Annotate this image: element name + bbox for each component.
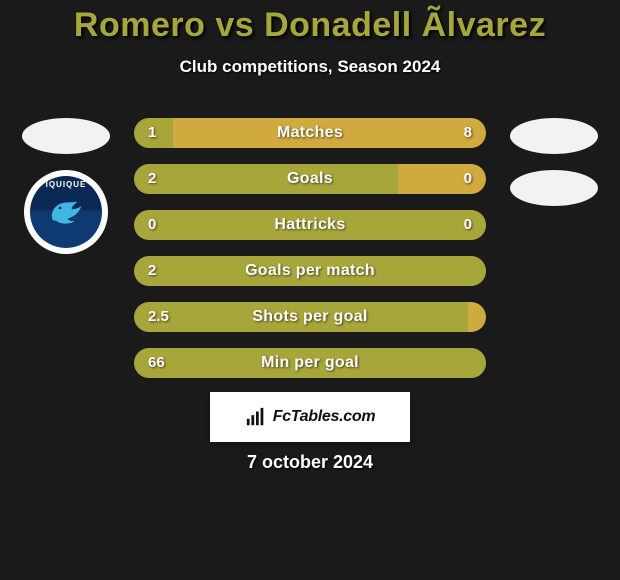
stat-row: 2Goals per match [134,256,486,286]
stat-row: 20Goals [134,164,486,194]
stat-label: Hattricks [134,210,486,240]
player1-avatar-placeholder [22,118,110,154]
stat-row: 66Min per goal [134,348,486,378]
left-avatars: IQUIQUE [16,118,116,254]
stat-label: Min per goal [134,348,486,378]
attribution-text: FcTables.com [273,408,376,426]
stat-row: 00Hattricks [134,210,486,240]
stat-label: Shots per goal [134,302,486,332]
page-title: Romero vs Donadell Ãlvarez [0,0,620,45]
club-name-text: IQUIQUE [46,180,87,189]
stats-bars: 18Matches 20Goals 00Hattricks 2Goals per ma… [134,118,486,394]
stat-label: Goals [134,164,486,194]
stat-row: 2.5Shots per goal [134,302,486,332]
stat-row: 18Matches [134,118,486,148]
stat-label: Goals per match [134,256,486,286]
stat-label: Matches [134,118,486,148]
club-badge-inner: IQUIQUE [30,176,102,248]
player2-club-placeholder [510,170,598,206]
date-text: 7 october 2024 [0,452,620,473]
bar-chart-icon [245,406,267,428]
comparison-infographic: Romero vs Donadell Ãlvarez Club competit… [0,0,620,580]
player1-club-badge: IQUIQUE [24,170,108,254]
dragon-icon [46,191,86,231]
right-avatars [504,118,604,222]
attribution-box: FcTables.com [210,392,410,442]
player2-avatar-placeholder [510,118,598,154]
subtitle: Club competitions, Season 2024 [0,57,620,77]
